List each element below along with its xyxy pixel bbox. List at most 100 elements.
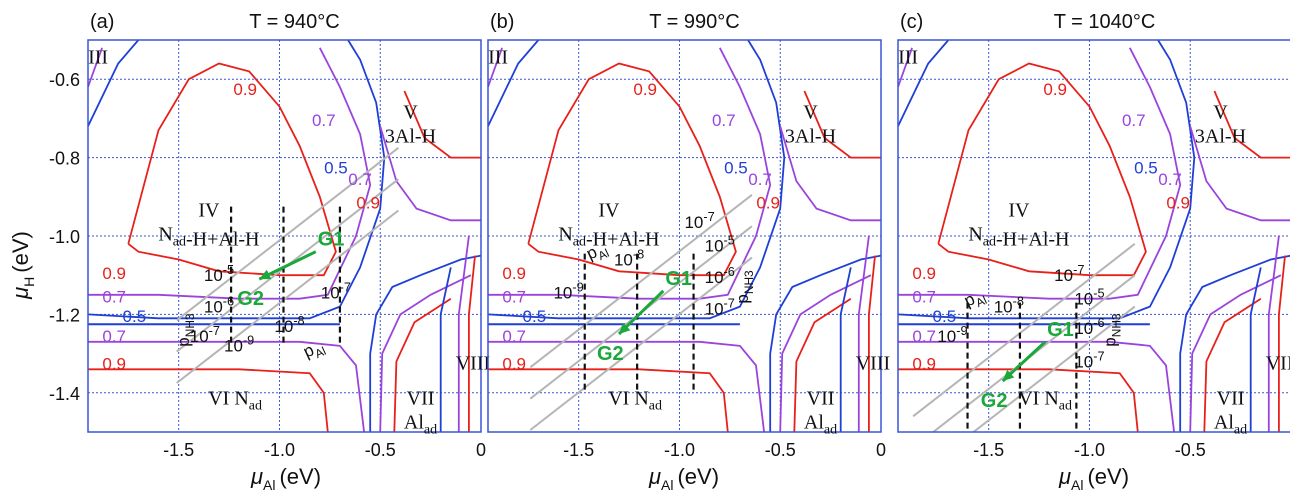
region-label: VII bbox=[807, 388, 835, 410]
pressure-label: 10-9 bbox=[553, 280, 583, 303]
panel-title: T = 1040°C bbox=[1054, 11, 1156, 33]
pressure-line-nh3 bbox=[529, 194, 753, 369]
x-tick-label: -1.5 bbox=[163, 440, 194, 460]
contour-viii-0.9 bbox=[468, 255, 476, 432]
region-label: V bbox=[803, 101, 818, 123]
panel-title: T = 940°C bbox=[249, 11, 339, 33]
contour-iv-0.9 bbox=[527, 62, 737, 277]
contour-iii-0.5 bbox=[898, 40, 950, 127]
contour-vii-0.7 bbox=[779, 274, 872, 432]
panel-tag: (b) bbox=[490, 11, 514, 33]
pressure-label: pAl bbox=[300, 336, 328, 365]
contour-viii-0.9 bbox=[1278, 255, 1286, 432]
x-axis-title-a: μAl (eV) bbox=[250, 464, 321, 493]
contour-iii-0.7 bbox=[898, 47, 913, 88]
plot-frame bbox=[87, 39, 482, 433]
contour-label: 0.9 bbox=[1043, 80, 1067, 99]
contour-label: 0.7 bbox=[312, 111, 336, 130]
contour-label: 0.7 bbox=[748, 170, 772, 189]
contour-viii-0.7 bbox=[457, 235, 470, 432]
contour-label: 0.9 bbox=[233, 80, 257, 99]
x-tick-label: -0.5 bbox=[1175, 440, 1206, 460]
contour-label: 0.9 bbox=[756, 194, 780, 213]
region-label: III bbox=[488, 47, 508, 69]
pressure-label: 10-6 bbox=[204, 293, 234, 316]
region-label: VIII bbox=[1266, 352, 1290, 374]
y-tick-label: -1.4 bbox=[49, 384, 80, 404]
pressure-line-nh3 bbox=[912, 243, 1136, 418]
y-tick-label: -1.0 bbox=[49, 227, 80, 247]
contour-label: 0.5 bbox=[933, 307, 957, 326]
region-label: IV bbox=[198, 199, 220, 221]
region-sublabel: 3Al-H bbox=[385, 125, 436, 147]
contour-v-0.9 bbox=[1213, 90, 1290, 159]
region-sublabel: Alad bbox=[804, 412, 837, 438]
growth-arrow-head bbox=[259, 269, 272, 280]
panel-tag: (c) bbox=[900, 11, 923, 33]
contour-label: 0.9 bbox=[633, 80, 657, 99]
y-axis-title: μH(eV) bbox=[8, 231, 37, 300]
arrow-label-g1: G1 bbox=[1047, 319, 1074, 341]
region-sublabel: Alad bbox=[404, 412, 437, 438]
contour-label: 0.7 bbox=[1122, 111, 1146, 130]
panel-tag: (a) bbox=[90, 11, 114, 33]
region-sublabel: Nad-H+Al-H bbox=[968, 223, 1069, 250]
y-tick-label: -0.6 bbox=[49, 70, 80, 90]
pressure-label: 10-7 bbox=[190, 323, 220, 346]
x-tick-label: 0 bbox=[476, 440, 486, 460]
pressure-label: 10-7 bbox=[684, 209, 714, 232]
contour-label: 0.9 bbox=[502, 354, 526, 373]
contour-label: 0.5 bbox=[523, 307, 547, 326]
contour-vii-0.5 bbox=[769, 254, 881, 432]
pressure-label: 10-7 bbox=[1074, 348, 1104, 371]
region-label: VI Nad bbox=[608, 388, 662, 414]
region-sublabel: 3Al-H bbox=[785, 125, 836, 147]
contour-label: 0.7 bbox=[712, 111, 736, 130]
contour-v-0.9 bbox=[803, 90, 881, 159]
pressure-label: 10-6 bbox=[705, 264, 735, 287]
contour-0.7-b bbox=[898, 340, 1175, 432]
y-tick-label: -1.2 bbox=[49, 305, 80, 325]
contour-label: 0.9 bbox=[502, 264, 526, 283]
region-label: VIII bbox=[856, 352, 890, 374]
x-tick-label: -1.5 bbox=[563, 440, 594, 460]
contour-iii-0.5 bbox=[88, 40, 140, 127]
contour-label: 0.7 bbox=[102, 288, 126, 307]
x-axis-title-b: μAl (eV) bbox=[648, 464, 719, 493]
x-tick-label: -0.5 bbox=[765, 440, 796, 460]
pressure-line-nh3 bbox=[971, 305, 1136, 432]
contour-label: 0.5 bbox=[1134, 158, 1158, 177]
x-tick-label: -1.5 bbox=[973, 440, 1004, 460]
contour-0.5-a bbox=[488, 40, 786, 320]
contour-label: 0.7 bbox=[348, 170, 372, 189]
contour-label: 0.7 bbox=[102, 327, 126, 346]
x-tick-label: 0 bbox=[876, 440, 886, 460]
contour-label: 0.7 bbox=[502, 327, 526, 346]
pressure-label: pNH3 bbox=[174, 313, 197, 347]
pressure-line-nh3 bbox=[529, 256, 753, 431]
contour-viii-0.9 bbox=[868, 255, 876, 432]
panel-a: -0.6 -0.8 -1.0 -1.2 -1.4 -1.5 -1.0 -0.5 0 (a) T = … bbox=[49, 11, 490, 460]
growth-arrow-head bbox=[619, 322, 631, 334]
region-label: V bbox=[1213, 101, 1228, 123]
pressure-label: 10-8 bbox=[614, 246, 644, 269]
x-tick-label: -1.0 bbox=[1074, 440, 1105, 460]
contour-viii-0.7 bbox=[1267, 235, 1280, 432]
plot-area bbox=[488, 40, 881, 432]
contour-label: 0.7 bbox=[1158, 170, 1182, 189]
arrow-label-g2: G2 bbox=[597, 343, 624, 365]
region-sublabel: Nad-H+Al-H bbox=[558, 223, 659, 250]
contour-label: 0.9 bbox=[356, 194, 380, 213]
x-tick-label: -1.0 bbox=[664, 440, 695, 460]
plot-area bbox=[88, 40, 481, 432]
region-sublabel: Nad-H+Al-H bbox=[158, 223, 259, 250]
pressure-line-nh3 bbox=[176, 209, 400, 384]
pressure-label: 10-9 bbox=[224, 333, 254, 356]
region-label: VI Nad bbox=[208, 388, 262, 414]
contour-viii-0.5 bbox=[1249, 267, 1262, 432]
pressure-label: 10-7 bbox=[1054, 262, 1084, 285]
pressure-label: 10-7 bbox=[705, 295, 735, 318]
pressure-label: 10-6 bbox=[1074, 315, 1104, 338]
contour-0.7-b bbox=[488, 340, 765, 432]
